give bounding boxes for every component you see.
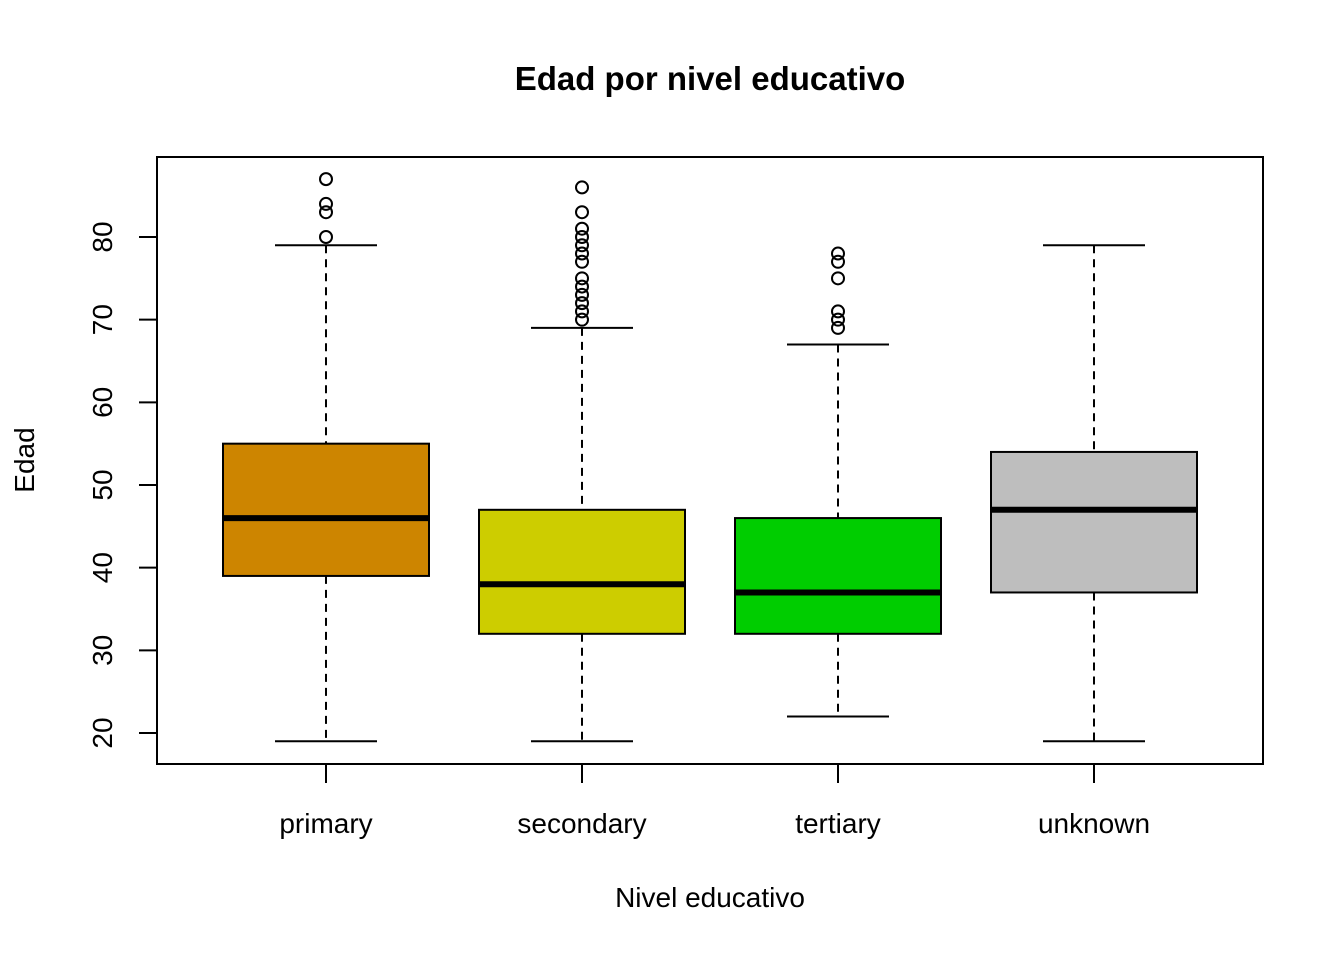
outlier-point: [319, 205, 333, 220]
iqr-box: [990, 450, 1198, 594]
outlier-point: [575, 221, 589, 236]
outlier-point: [575, 180, 589, 195]
box-unknown: [990, 244, 1198, 743]
x-tick-label: secondary: [517, 808, 646, 839]
outlier-point: [831, 312, 845, 327]
outlier-point: [319, 196, 333, 211]
iqr-box: [478, 508, 686, 635]
outlier-point: [575, 304, 589, 319]
chart-title: Edad por nivel educativo: [514, 60, 906, 97]
outlier-point: [831, 304, 845, 319]
box-tertiary: [734, 246, 942, 718]
box-primary: [222, 172, 430, 743]
x-tick-label: unknown: [1038, 808, 1150, 839]
x-axis-label: Nivel educativo: [615, 882, 805, 913]
outlier-point: [831, 271, 845, 286]
outlier-point: [575, 246, 589, 261]
boxes: [222, 172, 1198, 743]
y-tick-label: 40: [87, 552, 118, 583]
y-tick-label: 50: [87, 469, 118, 500]
outlier-point: [575, 254, 589, 269]
outlier-point: [575, 271, 589, 286]
x-tick-label: primary: [279, 808, 372, 839]
y-tick-label: 30: [87, 635, 118, 666]
outlier-point: [831, 246, 845, 261]
outlier-point: [575, 279, 589, 294]
box-secondary: [478, 180, 686, 743]
y-axis: 20 30 40 50 60 70 80: [87, 221, 158, 749]
outlier-point: [831, 320, 845, 335]
outlier-point: [575, 296, 589, 311]
iqr-box: [222, 442, 430, 577]
iqr-box: [734, 517, 942, 635]
x-axis: primary secondary tertiary unknown: [279, 764, 1150, 839]
outlier-point: [575, 287, 589, 302]
outlier-point: [575, 238, 589, 253]
outlier-point: [575, 312, 589, 327]
outlier-point: [319, 172, 333, 187]
y-tick-label: 70: [87, 304, 118, 335]
outlier-point: [831, 254, 845, 269]
y-tick-label: 80: [87, 221, 118, 252]
outlier-point: [319, 230, 333, 244]
outlier-point: [575, 205, 589, 220]
y-tick-label: 20: [87, 717, 118, 748]
x-tick-label: tertiary: [795, 808, 881, 839]
outlier-point: [575, 230, 589, 244]
y-tick-label: 60: [87, 387, 118, 418]
y-axis-label: Edad: [9, 427, 40, 493]
